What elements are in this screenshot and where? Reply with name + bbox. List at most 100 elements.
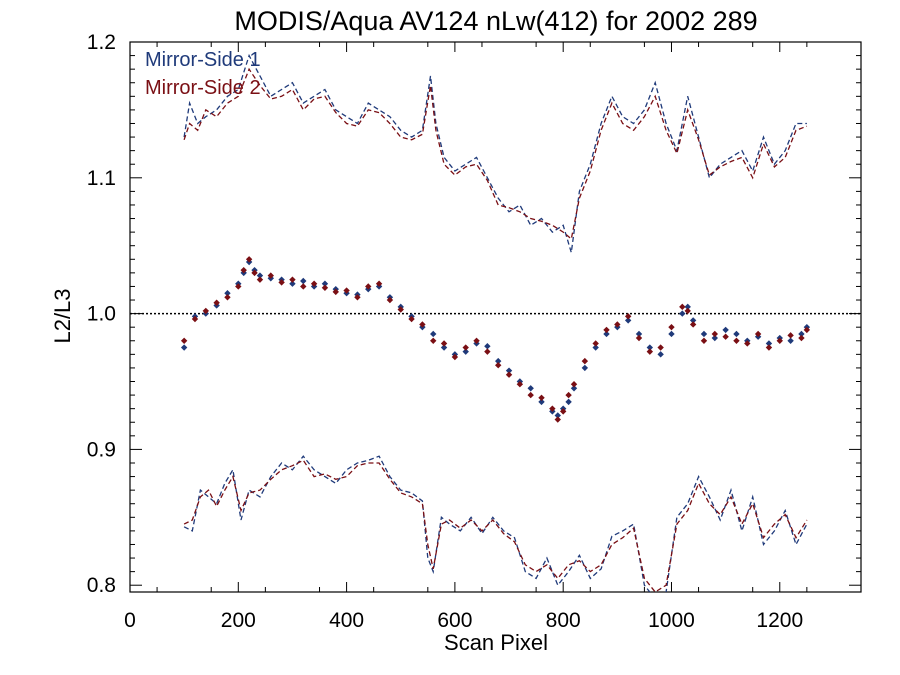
x-tick-label: 1000 (648, 609, 695, 632)
mirror-side-1-data-point (256, 272, 264, 279)
mirror-side-2-data-point (430, 337, 437, 344)
mirror-side-2-data-point (516, 381, 524, 388)
mirror-side-1-data-point (224, 290, 231, 297)
mirror-side-1-data-point (798, 330, 805, 338)
mirror-side-2-data-point (538, 394, 545, 402)
mirror-side-2-data-point (245, 256, 253, 263)
mirror-side-2-data-point (365, 283, 372, 290)
mirror-side-2-data-point (240, 266, 247, 274)
mirror-side-2-data-point (668, 323, 675, 331)
mirror-side-1-data-point (289, 280, 296, 287)
mirror-side-1-data-point (484, 342, 491, 350)
mirror-side-1-data-point (321, 280, 329, 287)
y-tick-label: 0.9 (87, 438, 116, 461)
x-tick-labels: 0 200 400 600 800 1000 1200 (124, 609, 803, 632)
mirror-side-2-data-point (527, 391, 534, 399)
mirror-side-2-data-point (397, 306, 404, 313)
mirror-side-2-data-point (733, 337, 740, 344)
mirror-side-2-data-point (235, 283, 242, 290)
mirror-side-1-data-point (440, 344, 448, 351)
mirror-side-1-data-point (592, 344, 599, 351)
legend-entry-mirror-side-2: Mirror-Side 2 (145, 77, 261, 99)
mirror-side-1-upper-envelope-line (183, 53, 807, 253)
mirror-side-2-data-point (787, 332, 794, 339)
mirror-side-2-data-point (549, 405, 556, 412)
mirror-side-2-data-point (700, 337, 708, 344)
mirror-side-2-data-point (635, 334, 643, 342)
mirror-side-1-data-point (581, 364, 589, 372)
x-tick-label: 0 (124, 609, 136, 632)
mirror-side-1-data-point (554, 412, 561, 419)
mirror-side-2-data-point (332, 288, 339, 296)
mirror-side-2-lower-envelope-line (183, 459, 808, 592)
mirror-side-2-data-point (765, 344, 773, 351)
mirror-side-1-data-point (635, 330, 643, 338)
mirror-side-1-data-point (603, 330, 610, 338)
mirror-side-2-data-point (251, 269, 258, 277)
mirror-side-2-data-point (803, 326, 811, 334)
mirror-side-2-data-point (754, 330, 762, 338)
mirror-side-1-data-point (765, 340, 773, 347)
mirror-side-1-data-point (570, 385, 578, 392)
mirror-side-2-data-point (343, 287, 350, 294)
mirror-side-1-data-point (565, 398, 572, 406)
mirror-side-1-data-point (679, 310, 686, 317)
mirror-side-1-data-point (668, 330, 675, 338)
x-tick-label: 200 (221, 609, 256, 632)
mirror-side-2-data-point (386, 296, 394, 304)
mirror-side-1-data-point (538, 398, 545, 406)
mirror-side-1-data-point (722, 326, 729, 334)
mirror-side-2-data-point (495, 362, 502, 369)
mirror-side-2-data-point (603, 326, 610, 334)
chart-title: MODIS/Aqua AV124 nLw(412) for 2002 289 (234, 6, 757, 36)
mirror-side-2-upper-envelope-line (183, 67, 808, 241)
mirror-side-2-data-point (776, 337, 783, 344)
mirror-side-1-data-point (300, 277, 307, 285)
mirror-side-2-data-point (419, 321, 426, 328)
mirror-side-2-data-point (408, 315, 415, 323)
mirror-side-2-data-point (321, 284, 329, 292)
mirror-side-1-data-point (689, 317, 697, 324)
legend-entry-mirror-side-1: Mirror-Side 1 (145, 49, 261, 71)
mirror-side-2-data-point (224, 294, 231, 301)
mirror-side-2-data-point (744, 340, 751, 347)
mirror-side-1-data-point (657, 351, 664, 358)
mirror-side-1-lower-envelope-line (183, 455, 808, 592)
plot-area (129, 41, 862, 593)
mirror-side-1-data-point (462, 348, 469, 355)
mirror-side-2-data-point (375, 280, 383, 287)
y-tick-labels: 0.8 0.9 1.0 1.1 1.2 (87, 31, 116, 597)
mirror-side-1-data-point (495, 357, 502, 365)
chart-marks (130, 53, 861, 592)
mirror-side-1-data-point (684, 303, 691, 311)
mirror-side-2-data-point (679, 303, 686, 311)
mirror-side-2-data-point (354, 294, 361, 301)
mirror-side-2-data-point (592, 340, 599, 347)
y-tick-label: 1.0 (87, 303, 116, 326)
mirror-side-2-data-point (646, 348, 654, 355)
axis-ticks (129, 41, 861, 592)
mirror-side-2-data-point (570, 381, 578, 388)
mirror-side-2-data-point (473, 337, 480, 344)
mirror-side-2-data-point (180, 337, 188, 344)
mirror-side-1-data-point (733, 330, 740, 338)
mirror-side-1-data-point (787, 337, 794, 344)
x-tick-label: 800 (546, 609, 581, 632)
y-tick-label: 1.2 (87, 31, 116, 54)
mirror-side-2-data-point (657, 344, 664, 351)
x-tick-label: 1200 (756, 609, 803, 632)
mirror-side-2-data-point (581, 357, 589, 365)
mirror-side-2-data-point (440, 340, 448, 347)
x-tick-label: 400 (329, 609, 364, 632)
mirror-side-2-data-point (191, 315, 199, 323)
mirror-side-2-data-point (614, 321, 621, 328)
mirror-side-2-data-point (451, 353, 459, 361)
mirror-side-2-data-point (565, 391, 572, 399)
mirror-side-2-data-point (689, 321, 697, 328)
mirror-side-1-data-point (624, 317, 632, 324)
x-tick-label: 600 (437, 609, 472, 632)
mirror-side-2-data-point (554, 416, 561, 423)
mirror-side-1-data-point (180, 344, 188, 351)
mirror-side-2-data-point (484, 348, 491, 355)
